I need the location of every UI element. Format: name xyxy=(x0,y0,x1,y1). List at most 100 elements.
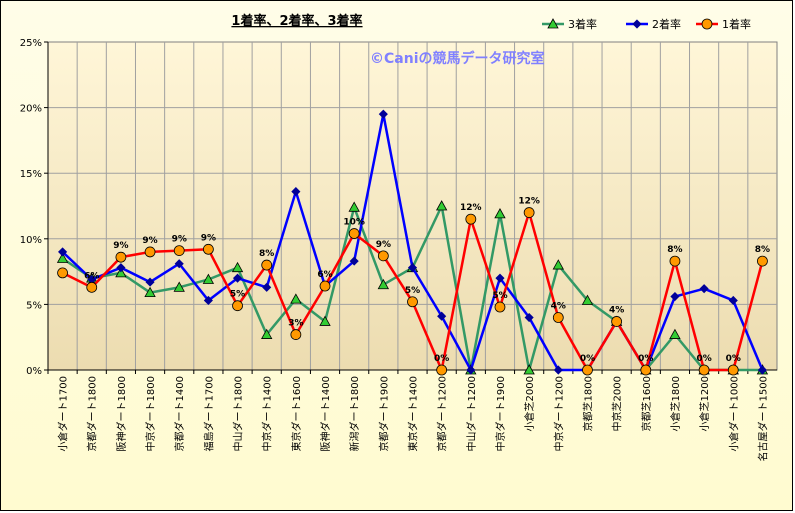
legend-label: 2着率 xyxy=(652,17,681,31)
y-tick-label: 20% xyxy=(20,104,42,115)
data-point-marker xyxy=(523,207,535,218)
data-point-marker xyxy=(494,301,506,313)
data-point-marker xyxy=(699,284,709,294)
x-tick-label: 新潟ダート1800 xyxy=(348,376,361,451)
data-label: 3% xyxy=(288,319,303,329)
data-labels: 6% 9% 9% 9% 9% 5% 8% 3% 6% 10% 9% 5% 0% 12% 5% 12% 4% 0% 4… xyxy=(84,197,770,364)
data-point-marker xyxy=(262,282,272,292)
data-point-marker xyxy=(348,201,360,212)
data-point-marker xyxy=(378,109,388,119)
data-label: 9% xyxy=(376,240,391,250)
data-point-marker xyxy=(435,200,448,211)
data-point-marker xyxy=(553,365,563,375)
data-point-marker xyxy=(547,18,559,29)
data-point-marker xyxy=(757,365,767,375)
data-point-marker xyxy=(437,311,447,321)
data-label: 6% xyxy=(84,271,99,281)
data-point-marker xyxy=(58,247,68,257)
plot-area xyxy=(47,41,778,371)
x-tick-label: 京都芝1800 xyxy=(581,376,594,431)
legend-marker xyxy=(547,18,559,29)
y-tick-label: 10% xyxy=(20,235,42,246)
data-label: 10% xyxy=(343,218,365,228)
data-point-marker xyxy=(231,261,244,273)
x-tick-label: 中京ダート1200 xyxy=(552,376,565,451)
data-point-marker xyxy=(581,294,594,305)
legend-label: 1着率 xyxy=(722,17,751,31)
data-point-marker xyxy=(115,251,127,263)
data-point-marker xyxy=(640,364,652,376)
data-point-marker xyxy=(670,291,680,302)
data-point-marker xyxy=(203,295,213,306)
data-point-marker xyxy=(115,267,127,278)
x-tick-label: 名古屋ダート1500 xyxy=(756,376,769,461)
data-point-marker xyxy=(319,315,331,326)
x-tick-label: 小倉ダート1700 xyxy=(57,376,70,451)
x-tick-label: 小倉ダート1000 xyxy=(727,376,740,451)
x-tick-label: 小倉芝1200 xyxy=(698,376,711,431)
data-point-marker xyxy=(407,296,418,308)
y-tick-label: 0% xyxy=(26,366,42,377)
legend-label: 3着率 xyxy=(568,17,597,31)
data-point-marker xyxy=(669,328,681,339)
x-tick-label: 中京ダート1800 xyxy=(144,376,157,451)
data-point-marker xyxy=(552,259,564,270)
data-point-marker xyxy=(349,256,359,266)
y-tick-label: 15% xyxy=(20,169,42,180)
data-label: 0% xyxy=(580,354,595,364)
data-point-marker xyxy=(144,286,156,297)
data-label: 8% xyxy=(259,249,274,259)
x-tick-label: 京都芝1600 xyxy=(640,376,653,431)
data-label: 4% xyxy=(551,302,566,312)
data-point-marker xyxy=(407,263,418,273)
legend: 3着率 2着率 1着率 xyxy=(542,17,751,31)
data-point-marker xyxy=(232,300,243,312)
data-point-marker xyxy=(377,278,390,290)
y-tick-label: 25% xyxy=(20,38,42,49)
data-label: 5% xyxy=(405,286,420,296)
data-label: 9% xyxy=(113,241,128,251)
data-point-marker xyxy=(377,250,389,262)
x-tick-label: 京都ダート1400 xyxy=(173,376,186,451)
data-point-marker xyxy=(701,18,713,30)
data-label: 8% xyxy=(755,245,770,255)
data-point-marker xyxy=(116,263,126,273)
data-point-marker xyxy=(436,364,448,376)
data-point-marker xyxy=(261,328,273,339)
data-point-marker xyxy=(524,312,534,323)
data-point-marker xyxy=(56,252,69,263)
data-label: 5% xyxy=(230,290,245,300)
data-label: 0% xyxy=(638,354,653,364)
data-point-marker xyxy=(290,293,302,304)
data-label: 8% xyxy=(667,245,682,255)
data-point-marker xyxy=(728,295,738,306)
data-point-marker xyxy=(494,208,506,219)
data-point-marker xyxy=(57,267,68,279)
data-label: 0% xyxy=(726,354,741,364)
data-label: 6% xyxy=(317,270,332,280)
x-tick-label: 東京ダート1600 xyxy=(290,376,303,451)
data-point-marker xyxy=(348,228,360,239)
legend-marker xyxy=(632,19,642,29)
x-tick-label: 京都ダート1900 xyxy=(377,376,390,451)
data-point-marker xyxy=(86,281,98,293)
x-tick-label: 中京芝2000 xyxy=(611,376,624,431)
data-label: 4% xyxy=(609,305,624,315)
x-tick-label: 福島ダート1700 xyxy=(202,376,215,451)
data-point-marker xyxy=(466,365,476,375)
watermark-text: ©Caniの競馬データ研究室 xyxy=(370,50,545,67)
data-point-marker xyxy=(174,259,184,269)
data-label: 12% xyxy=(460,203,482,213)
data-point-marker xyxy=(319,280,331,292)
y-tick-label: 5% xyxy=(26,300,42,311)
data-point-marker xyxy=(465,213,477,225)
data-label: 0% xyxy=(434,354,449,364)
legend-marker xyxy=(701,18,713,30)
chart-title: 1着率、2着率、3着率 xyxy=(231,13,362,29)
data-point-marker xyxy=(757,255,768,267)
data-point-marker xyxy=(727,364,739,376)
data-point-marker xyxy=(523,364,535,375)
x-tick-label: 中京ダート1900 xyxy=(494,376,507,451)
plot-background xyxy=(47,41,778,371)
y-axis: 0% 5% 10% 15% 20% 25% xyxy=(20,38,49,377)
